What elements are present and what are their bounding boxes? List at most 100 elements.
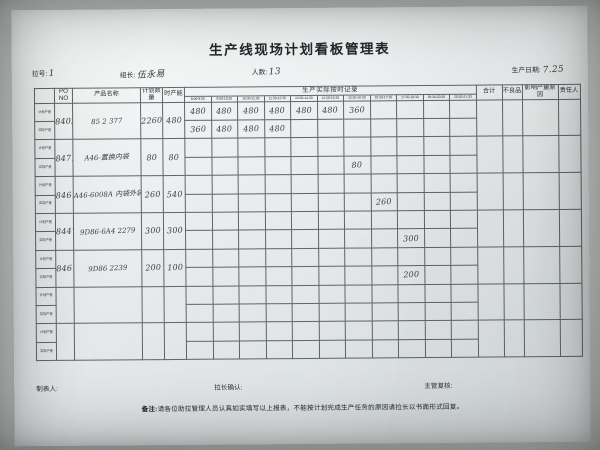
cell-actual-slot[interactable] (239, 340, 267, 360)
cell-po-no[interactable] (56, 323, 75, 361)
cell-responsible[interactable] (558, 209, 582, 247)
cell-actual-slot[interactable] (212, 303, 240, 323)
cell-plan-slot[interactable] (450, 283, 478, 303)
cell-actual-slot[interactable] (292, 303, 319, 322)
cell-actual-slot[interactable] (371, 302, 399, 322)
cell-plan-slot[interactable]: 360 (343, 100, 371, 120)
cell-actual-slot[interactable] (423, 155, 451, 174)
cell-plan-slot[interactable] (397, 247, 425, 266)
cell-total[interactable] (476, 173, 503, 211)
cell-actual-slot[interactable] (185, 230, 213, 250)
cell-po-no[interactable]: 8471 (54, 139, 74, 177)
cell-plan-slot[interactable] (185, 248, 213, 268)
cell-plan-slot[interactable] (291, 284, 319, 304)
cell-actual-slot[interactable] (371, 339, 399, 359)
cell-actual-slot[interactable] (265, 266, 292, 286)
cell-plan-slot[interactable] (291, 248, 319, 267)
cell-plan-slot[interactable] (212, 285, 240, 305)
cell-plan-slot[interactable] (318, 247, 345, 267)
cell-actual-slot[interactable] (396, 155, 424, 174)
cell-actual-slot[interactable] (344, 229, 372, 248)
cell-plan-slot[interactable]: 480 (317, 100, 344, 120)
cell-hourly-capacity[interactable]: 540 (163, 175, 186, 213)
cell-product-name[interactable]: A46-置换内袋 (72, 139, 142, 177)
cell-actual-slot[interactable] (291, 229, 319, 249)
cell-actual-slot[interactable] (292, 340, 320, 359)
cell-responsible[interactable] (559, 319, 583, 357)
cell-actual-slot[interactable] (291, 192, 318, 212)
cell-plan-slot[interactable] (398, 320, 425, 340)
cell-defect[interactable] (502, 209, 524, 247)
cell-actual-slot[interactable] (371, 229, 398, 248)
cell-po-no[interactable] (55, 286, 75, 324)
cell-actual-slot[interactable] (345, 302, 372, 322)
cell-plan-slot[interactable] (238, 285, 266, 304)
cell-actual-slot[interactable]: 360 (184, 120, 212, 139)
cell-actual-slot[interactable] (344, 192, 371, 212)
cell-actual-slot[interactable] (238, 193, 265, 212)
cell-hourly-capacity[interactable]: 300 (163, 212, 186, 250)
cell-plan-slot[interactable] (396, 136, 424, 156)
cell-defect[interactable] (502, 172, 523, 210)
cell-product-name[interactable]: 9D86 2239 (73, 249, 142, 287)
cell-plan-slot[interactable] (185, 212, 213, 231)
cell-plan-slot[interactable] (238, 211, 266, 231)
cell-plan-slot[interactable] (397, 210, 425, 230)
table-row[interactable]: 计划产量 (35, 282, 582, 324)
cell-product-name[interactable]: 85 2 377 (72, 102, 141, 140)
table-row[interactable]: 计划产量 8461 A46-6008A 内袋外袋 260 540 (35, 172, 581, 214)
cell-actual-slot[interactable] (317, 119, 344, 138)
cell-plan-slot[interactable] (451, 320, 478, 340)
cell-actual-slot[interactable] (184, 156, 212, 176)
cell-plan-qty[interactable]: 200 (141, 249, 164, 287)
cell-actual-slot[interactable] (237, 156, 265, 176)
cell-actual-slot[interactable] (317, 155, 345, 175)
cell-po-no[interactable]: 8461 (55, 250, 74, 287)
cell-actual-slot[interactable] (290, 119, 318, 138)
cell-actual-slot[interactable] (370, 118, 397, 138)
cell-actual-slot[interactable] (423, 191, 451, 211)
cell-actual-slot[interactable] (238, 266, 266, 286)
cell-plan-slot[interactable] (212, 322, 240, 341)
cell-plan-slot[interactable] (424, 283, 452, 303)
cell-responsible[interactable] (558, 135, 581, 173)
cell-actual-slot[interactable] (265, 229, 292, 249)
cell-plan-slot[interactable] (449, 99, 477, 119)
cell-defect[interactable] (502, 136, 523, 174)
cell-plan-slot[interactable] (290, 137, 318, 157)
cell-actual-slot[interactable] (318, 266, 345, 285)
cell-plan-slot[interactable] (424, 247, 451, 266)
cell-plan-slot[interactable] (317, 174, 345, 193)
cell-total[interactable] (476, 136, 503, 174)
cell-plan-slot[interactable]: 480 (184, 101, 212, 121)
cell-actual-slot[interactable] (396, 118, 424, 138)
cell-responsible[interactable] (558, 98, 581, 136)
cell-plan-qty[interactable]: 260 (141, 175, 164, 213)
cell-actual-slot[interactable] (265, 340, 293, 359)
cell-total[interactable] (476, 99, 503, 137)
cell-reason[interactable] (523, 319, 561, 357)
cell-plan-slot[interactable] (211, 211, 239, 231)
cell-actual-slot[interactable] (318, 303, 346, 322)
cell-actual-slot[interactable] (291, 266, 319, 286)
cell-plan-slot[interactable] (264, 174, 292, 194)
cell-responsible[interactable] (559, 282, 582, 320)
cell-plan-slot[interactable] (264, 211, 292, 231)
cell-plan-slot[interactable] (238, 248, 266, 268)
cell-plan-slot[interactable] (344, 174, 371, 193)
cell-plan-slot[interactable]: 480 (211, 101, 238, 121)
cell-plan-slot[interactable]: 480 (264, 101, 291, 120)
cell-plan-slot[interactable] (185, 285, 213, 305)
cell-plan-slot[interactable] (237, 138, 265, 157)
table-row[interactable]: 计划产量 8447 9D86-6A4 2279 300 300 (35, 209, 582, 251)
cell-plan-slot[interactable] (396, 100, 424, 119)
cell-po-no[interactable]: 8402 (54, 102, 73, 140)
cell-hourly-capacity[interactable]: 100 (163, 249, 186, 287)
cell-actual-slot[interactable] (264, 156, 292, 175)
cell-actual-slot[interactable] (450, 191, 477, 211)
cell-plan-slot[interactable] (450, 246, 478, 266)
cell-plan-slot[interactable] (184, 138, 212, 158)
cell-plan-slot[interactable] (449, 136, 477, 156)
cell-product-name[interactable] (74, 323, 143, 361)
cell-plan-qty[interactable] (142, 322, 165, 360)
